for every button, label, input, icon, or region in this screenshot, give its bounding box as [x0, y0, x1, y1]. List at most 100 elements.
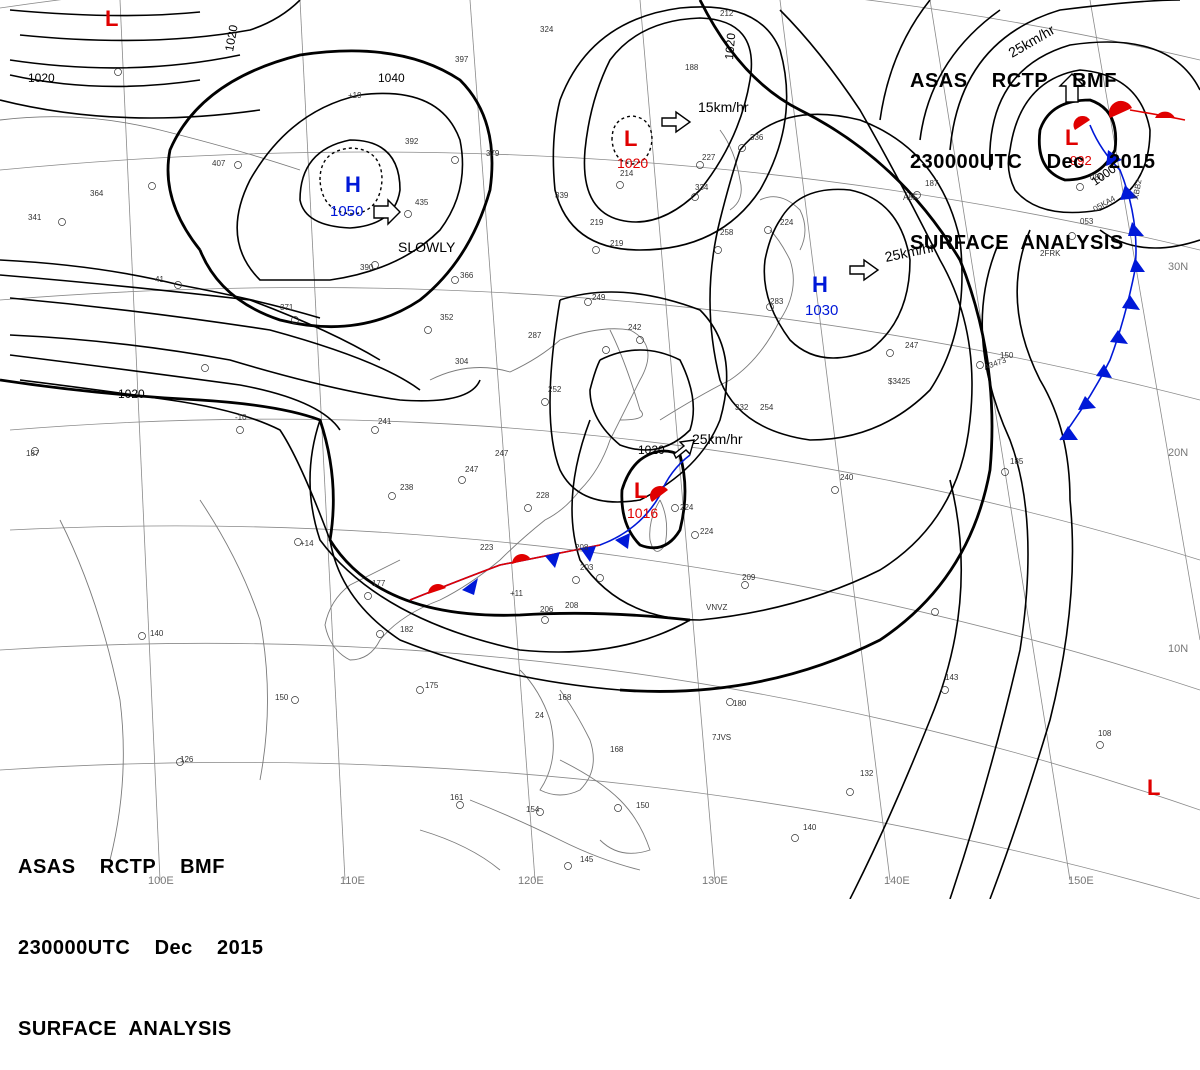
- station-plots: 364 341 407 41 371 352 390 366 304 187 -10 241 2…: [26, 9, 1112, 870]
- svg-text:120E: 120E: [518, 875, 544, 887]
- svg-text:247: 247: [905, 341, 919, 350]
- svg-text:247: 247: [495, 449, 509, 458]
- cold-front-ne-triangles: [1060, 150, 1145, 440]
- svg-text:A8F: A8F: [903, 193, 918, 202]
- header-line-1: ASAS RCTP BMF: [910, 70, 1117, 92]
- low-nw-corner-center: L: [105, 6, 118, 31]
- svg-text:168: 168: [558, 693, 572, 702]
- svg-text:252: 252: [548, 385, 562, 394]
- svg-text:175: 175: [425, 681, 439, 690]
- low-taiwan-east-center: L 1016: [627, 478, 658, 521]
- svg-text:187: 187: [925, 179, 939, 188]
- svg-text:334: 334: [695, 183, 709, 192]
- svg-text:287: 287: [528, 331, 542, 340]
- svg-text:177: 177: [372, 579, 386, 588]
- header-line-3: SURFACE ANALYSIS: [910, 232, 1124, 254]
- svg-text:168: 168: [610, 745, 624, 754]
- svg-text:30N: 30N: [1168, 261, 1188, 273]
- header-line-2: 230000UTC Dec 2015: [18, 937, 264, 959]
- svg-text:150E: 150E: [1068, 875, 1094, 887]
- svg-text:206: 206: [540, 605, 554, 614]
- high-siberia-center: H 1050: [330, 172, 363, 220]
- svg-text:7JVS: 7JVS: [712, 733, 731, 742]
- svg-text:332: 332: [735, 403, 749, 412]
- svg-text:-10: -10: [235, 413, 247, 422]
- svg-text:188: 188: [685, 63, 699, 72]
- svg-text:1020: 1020: [638, 443, 665, 457]
- header-line-2: 230000UTC Dec 2015: [910, 151, 1156, 173]
- svg-text:992: 992: [1070, 153, 1092, 168]
- svg-text:182: 182: [400, 625, 414, 634]
- high-east-center: H 1030: [805, 272, 838, 319]
- movement-arrow-ne: [1058, 73, 1086, 103]
- svg-text:150: 150: [636, 801, 650, 810]
- movement-arrow-25kmh-taiwan: [673, 439, 695, 460]
- svg-text:VNVZ: VNVZ: [706, 603, 727, 612]
- svg-text:132: 132: [860, 769, 874, 778]
- weather-map: 364 341 407 41 371 352 390 366 304 187 -10 241 2…: [0, 0, 1200, 899]
- svg-text:1020: 1020: [118, 387, 145, 401]
- svg-text:242: 242: [628, 323, 642, 332]
- svg-text:+14: +14: [300, 539, 314, 548]
- svg-text:227: 227: [702, 153, 716, 162]
- svg-text:108: 108: [1098, 729, 1112, 738]
- movement-arrow-slowly: [373, 198, 401, 226]
- svg-text:1020: 1020: [617, 155, 648, 171]
- svg-text:143: 143: [945, 673, 959, 682]
- svg-text:247: 247: [465, 465, 479, 474]
- svg-text:339: 339: [555, 191, 569, 200]
- svg-text:407: 407: [212, 159, 226, 168]
- svg-text:41: 41: [155, 275, 164, 284]
- svg-text:150: 150: [275, 693, 289, 702]
- svg-text:390: 390: [360, 263, 374, 272]
- svg-text:+19: +19: [348, 91, 362, 100]
- svg-text:145: 145: [580, 855, 594, 864]
- svg-text:154: 154: [526, 805, 540, 814]
- svg-text:224: 224: [780, 218, 794, 227]
- svg-text:25km/hr: 25km/hr: [692, 431, 743, 447]
- svg-text:20N: 20N: [1168, 447, 1188, 459]
- warm-front-scallops: [428, 100, 1175, 594]
- svg-text:L: L: [634, 478, 647, 503]
- svg-text:1020: 1020: [222, 23, 240, 52]
- svg-text:364: 364: [90, 189, 104, 198]
- svg-text:209: 209: [742, 573, 756, 582]
- svg-text:224: 224: [700, 527, 714, 536]
- svg-text:1030: 1030: [805, 302, 838, 319]
- svg-text:$3425: $3425: [888, 377, 911, 386]
- svg-text:304: 304: [455, 357, 469, 366]
- svg-text:249: 249: [592, 293, 606, 302]
- svg-text:379: 379: [486, 149, 500, 158]
- dashed-isobars: [319, 115, 653, 215]
- svg-text:24: 24: [535, 711, 544, 720]
- svg-text:392: 392: [405, 137, 419, 146]
- svg-text:161: 161: [450, 793, 464, 802]
- low-northeast-center: L 992: [1065, 125, 1092, 168]
- movement-arrow-25kmh-east: [849, 258, 880, 282]
- svg-text:XBB2: XBB2: [1131, 178, 1144, 200]
- svg-text:214: 214: [620, 169, 634, 178]
- svg-text:H: H: [345, 172, 361, 197]
- movement-arrow-15kmh: [661, 110, 692, 134]
- low-north-center: L 1020: [617, 126, 648, 171]
- svg-text:223: 223: [480, 543, 494, 552]
- svg-text:H: H: [812, 272, 828, 297]
- isobar-emphasis: [0, 0, 1118, 693]
- svg-text:366: 366: [460, 271, 474, 280]
- svg-text:130E: 130E: [702, 875, 728, 887]
- svg-text:208: 208: [575, 543, 589, 552]
- svg-text:185: 185: [1010, 457, 1024, 466]
- svg-text:+11: +11: [510, 589, 524, 598]
- svg-text:SLOWLY: SLOWLY: [398, 239, 456, 255]
- svg-text:053: 053: [1080, 217, 1094, 226]
- svg-text:397: 397: [455, 55, 469, 64]
- station-codes: VNVZ 7JVS A8F XBB2 05KA4 2FRK A3473 $342…: [706, 178, 1144, 742]
- latitude-grid: [0, 0, 1200, 899]
- svg-text:140: 140: [803, 823, 817, 832]
- latitude-labels: 30N 20N 10N: [1168, 261, 1188, 655]
- svg-text:140E: 140E: [884, 875, 910, 887]
- header-line-1: ASAS RCTP BMF: [18, 856, 225, 878]
- svg-text:435: 435: [415, 198, 429, 207]
- svg-text:336: 336: [750, 133, 764, 142]
- svg-text:352: 352: [440, 313, 454, 322]
